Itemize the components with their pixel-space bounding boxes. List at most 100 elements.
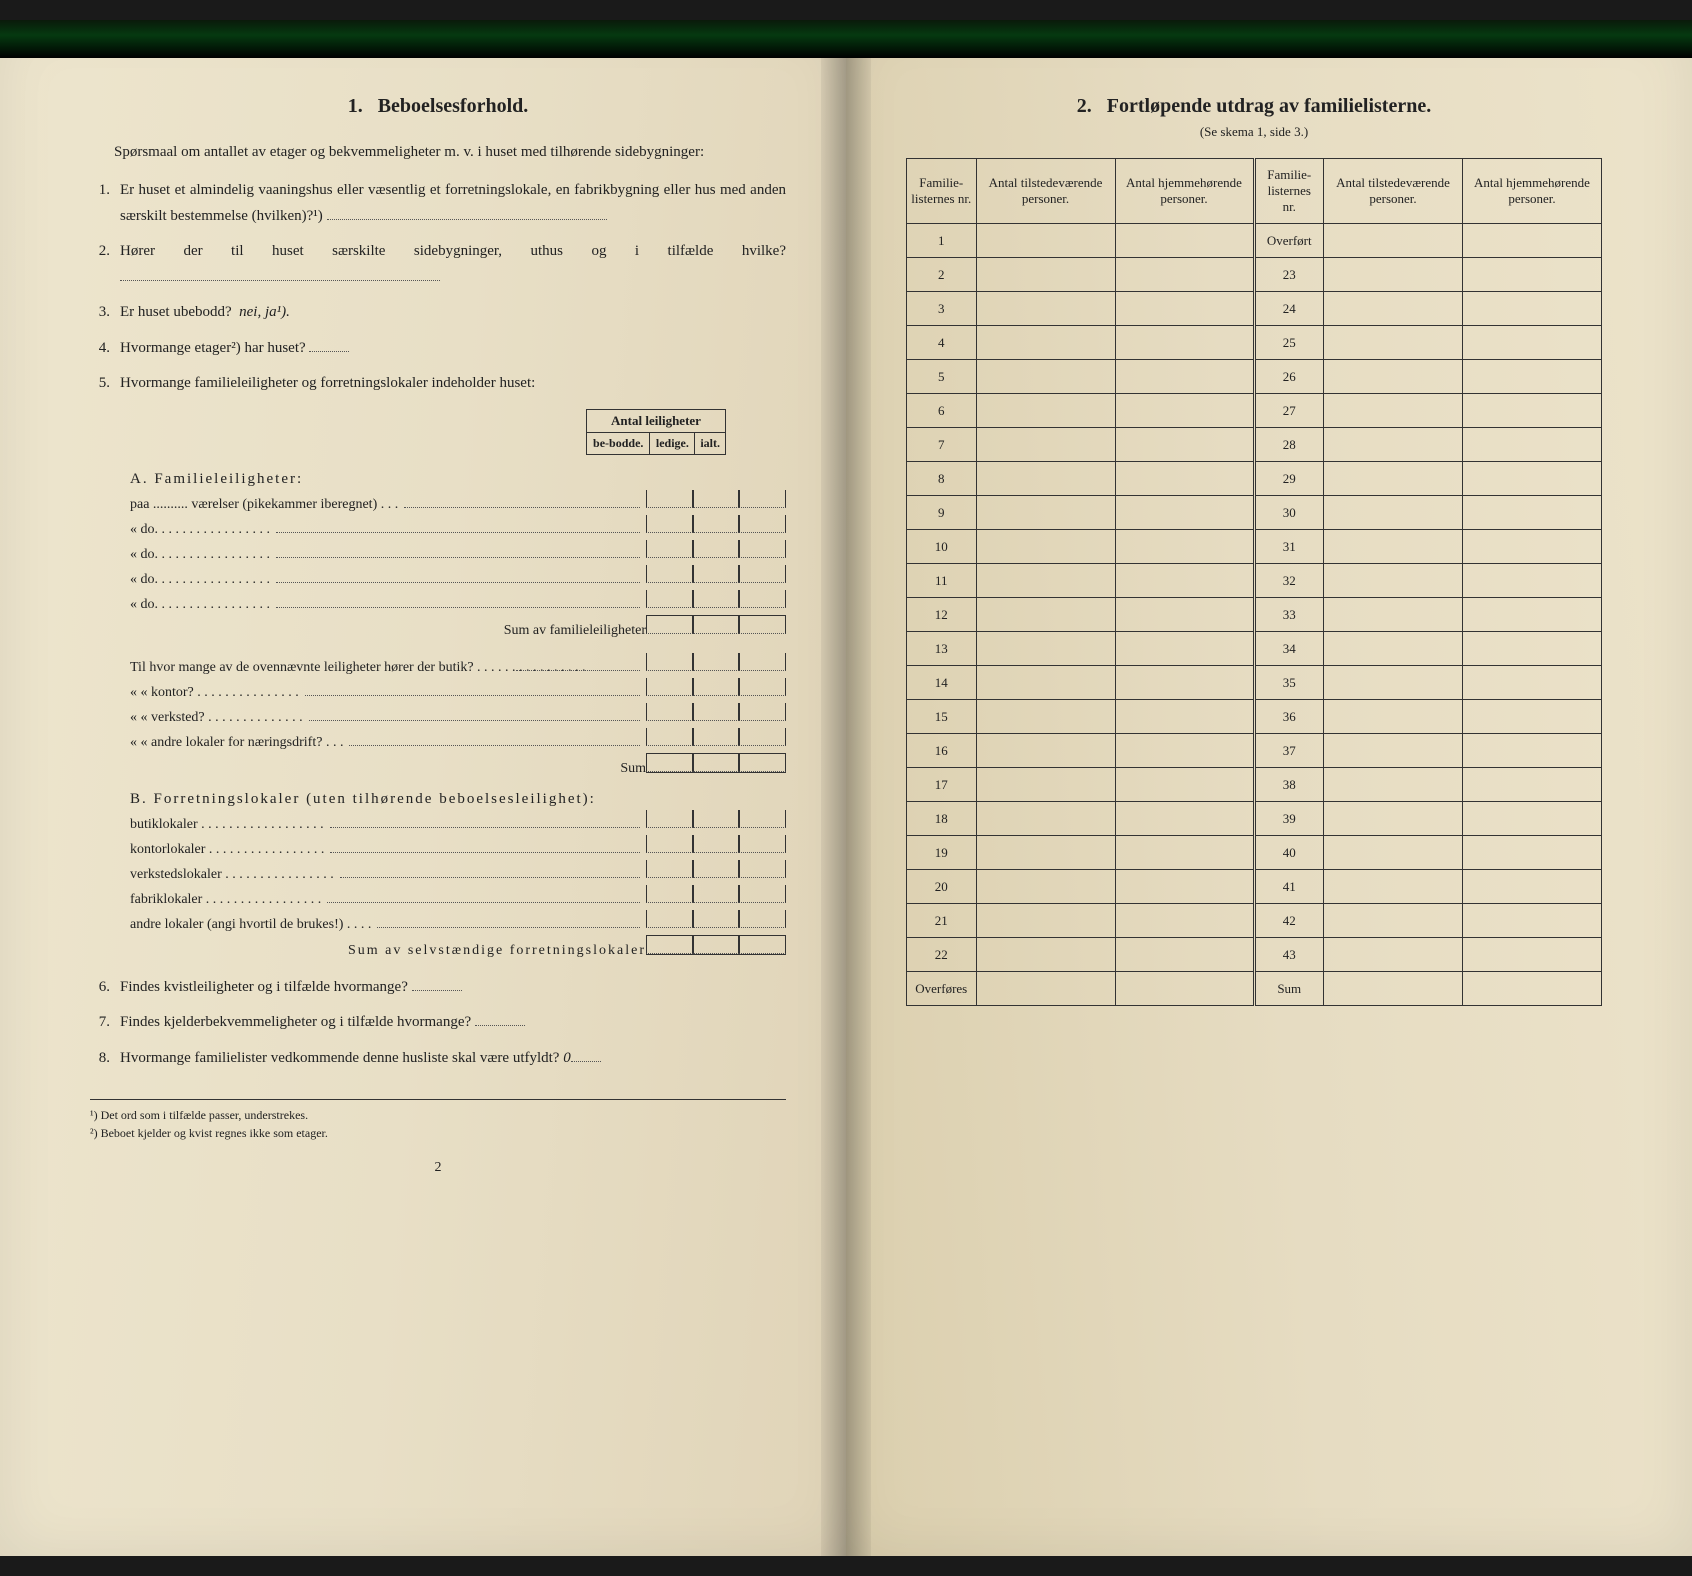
- question-list-2: 6. Findes kvistleiligheter og i tilfælde…: [90, 975, 786, 1072]
- a-do: « do. . . . . . . . . . . . . . . . .: [130, 565, 786, 588]
- col-header: Antal hjemmehørende personer.: [1115, 159, 1254, 224]
- a-heading: A. Familieleiligheter:: [130, 471, 786, 488]
- cell: [1115, 394, 1254, 428]
- a-do: « do. . . . . . . . . . . . . . . . .: [130, 515, 786, 538]
- table-row: 1031: [907, 530, 1602, 564]
- cell: [1324, 632, 1463, 666]
- fill-line: [327, 206, 607, 220]
- cell-nr: 36: [1254, 700, 1324, 734]
- cell: [1115, 496, 1254, 530]
- q-text: Hvormange familieleiligheter og forretni…: [120, 371, 786, 397]
- cell: [976, 666, 1115, 700]
- cell: [1115, 666, 1254, 700]
- cell: [1324, 292, 1463, 326]
- q-num: 1.: [90, 178, 120, 229]
- cell: [1463, 598, 1602, 632]
- cell: [1324, 564, 1463, 598]
- cell: [1115, 734, 1254, 768]
- cell-nr: 11: [907, 564, 977, 598]
- cell: [1463, 836, 1602, 870]
- cell: [1115, 972, 1254, 1006]
- cell: [1463, 394, 1602, 428]
- q-num: 7.: [90, 1010, 120, 1036]
- cell: [1115, 768, 1254, 802]
- cell-nr: 9: [907, 496, 977, 530]
- cell: [1324, 734, 1463, 768]
- cell: [1463, 632, 1602, 666]
- cell: [1463, 564, 1602, 598]
- table-row: 1637: [907, 734, 1602, 768]
- cell: [1463, 224, 1602, 258]
- cell-sum: Sum: [1254, 972, 1324, 1006]
- q3-italic: nei, ja¹).: [239, 304, 290, 320]
- cell-nr: 26: [1254, 360, 1324, 394]
- cell: [1115, 700, 1254, 734]
- cell: [1463, 870, 1602, 904]
- cell: [976, 768, 1115, 802]
- cell-nr: 33: [1254, 598, 1324, 632]
- page-number: 2: [90, 1160, 786, 1176]
- a-do: « do. . . . . . . . . . . . . . . . .: [130, 540, 786, 563]
- col-header: Familie-listernes nr.: [907, 159, 977, 224]
- cell: [1463, 802, 1602, 836]
- cell: [1324, 258, 1463, 292]
- cell: [1324, 904, 1463, 938]
- col-header: Familie-listernes nr.: [1254, 159, 1324, 224]
- q-num: 4.: [90, 336, 120, 362]
- cell-nr: 20: [907, 870, 977, 904]
- cell-nr: 21: [907, 904, 977, 938]
- section-b: B. Forretningslokaler (uten tilhørende b…: [130, 791, 786, 959]
- cell-nr: 5: [907, 360, 977, 394]
- cell: [976, 360, 1115, 394]
- cell: [976, 530, 1115, 564]
- table-row: 1132: [907, 564, 1602, 598]
- cell: [1115, 360, 1254, 394]
- table-row: 1940: [907, 836, 1602, 870]
- cell-nr: 22: [907, 938, 977, 972]
- col-header: Antal hjemmehørende personer.: [1463, 159, 1602, 224]
- cell-nr: 31: [1254, 530, 1324, 564]
- cell: [1324, 666, 1463, 700]
- cell: [1324, 768, 1463, 802]
- a-line: paa .......... værelser (pikekammer iber…: [130, 490, 786, 513]
- table-row: 2243: [907, 938, 1602, 972]
- right-page: 2. Fortløpende utdrag av familielisterne…: [846, 20, 1692, 1556]
- cell: [1463, 530, 1602, 564]
- cell: [1115, 224, 1254, 258]
- cell: [976, 802, 1115, 836]
- cell-nr: 30: [1254, 496, 1324, 530]
- question-6: 6. Findes kvistleiligheter og i tilfælde…: [90, 975, 786, 1001]
- question-1: 1. Er huset et almindelig vaaningshus el…: [90, 178, 786, 229]
- fill-line: [309, 338, 349, 352]
- q-num: 2.: [90, 239, 120, 290]
- cell: [1115, 326, 1254, 360]
- top-bar: [0, 20, 1692, 58]
- cell-nr: 1: [907, 224, 977, 258]
- cell: [1324, 462, 1463, 496]
- cell: [976, 836, 1115, 870]
- cell: [1463, 462, 1602, 496]
- cell: [1463, 326, 1602, 360]
- q-text: Er huset et almindelig vaaningshus eller…: [120, 178, 786, 229]
- heading-num: 1.: [348, 95, 363, 117]
- table-row: 1738: [907, 768, 1602, 802]
- cell-nr: 38: [1254, 768, 1324, 802]
- kontor-line: « « kontor? . . . . . . . . . . . . . . …: [130, 678, 786, 701]
- cell-nr: 12: [907, 598, 977, 632]
- cell: [1324, 802, 1463, 836]
- cell: [976, 938, 1115, 972]
- family-table: Familie-listernes nr. Antal tilstedevære…: [906, 158, 1602, 1006]
- cell: [976, 292, 1115, 326]
- cell-nr: 6: [907, 394, 977, 428]
- mini-sub1: be-bodde.: [587, 432, 650, 454]
- fill-line: [120, 267, 440, 281]
- question-8: 8. Hvormange familielister vedkommende d…: [90, 1046, 786, 1072]
- table-row: 1435: [907, 666, 1602, 700]
- heading-num: 2.: [1077, 95, 1092, 117]
- mini-head: Antal leiligheter: [587, 409, 726, 432]
- til-line: Til hvor mange av de ovennævnte leilighe…: [130, 653, 786, 676]
- cell-nr: 7: [907, 428, 977, 462]
- cell: [1115, 802, 1254, 836]
- question-7: 7. Findes kjelderbekvemmeligheter og i t…: [90, 1010, 786, 1036]
- cell: [1115, 462, 1254, 496]
